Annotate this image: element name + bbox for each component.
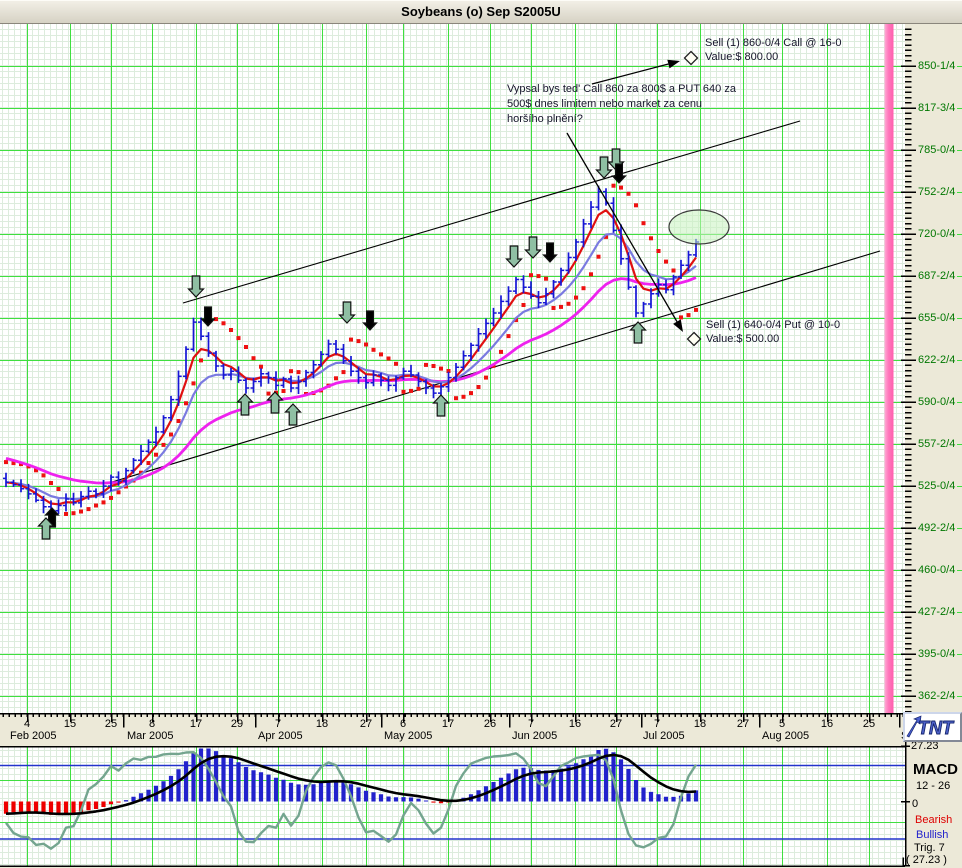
tnt-logo[interactable]: TNT (903, 712, 962, 742)
window-title: Soybeans (o) Sep S2005U (0, 0, 962, 24)
tnt-logo-text: TNT (918, 718, 955, 738)
tnt-arrow-icon (906, 715, 922, 738)
